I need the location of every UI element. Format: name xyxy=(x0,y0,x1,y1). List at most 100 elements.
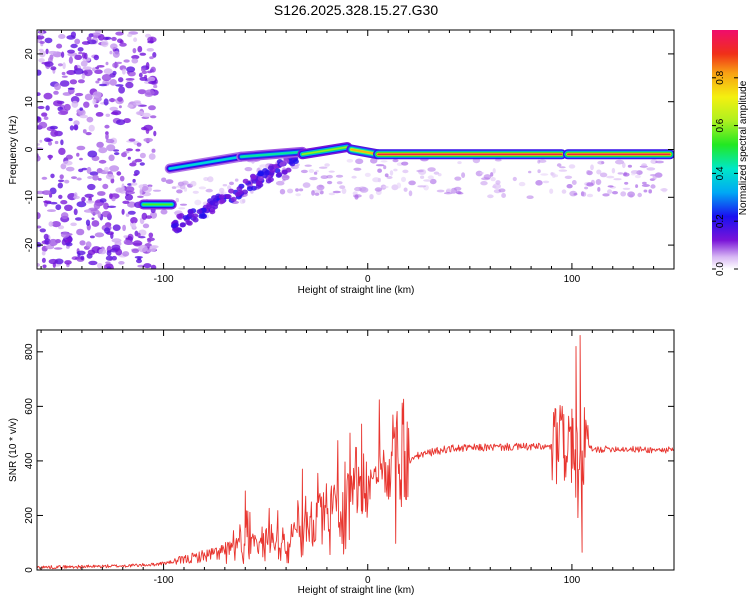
noise-blob xyxy=(118,105,122,109)
noise-blob xyxy=(141,70,148,75)
noise-blob xyxy=(298,188,304,192)
noise-blob xyxy=(112,50,120,58)
noise-blob xyxy=(586,182,594,187)
noise-blob xyxy=(150,66,156,73)
noise-blob xyxy=(336,181,343,185)
noise-blob xyxy=(652,174,657,180)
noise-blob xyxy=(121,183,125,191)
noise-blob xyxy=(115,84,124,87)
noise-blob xyxy=(564,175,573,179)
noise-blob xyxy=(229,181,234,186)
noise-blob xyxy=(86,36,92,41)
noise-blob xyxy=(92,67,96,72)
noise-blob xyxy=(126,66,136,73)
streak-blob xyxy=(225,194,232,200)
noise-blob xyxy=(341,188,347,194)
noise-blob xyxy=(150,264,157,269)
noise-blob xyxy=(65,242,73,247)
noise-blob xyxy=(354,194,359,200)
noise-blob xyxy=(56,43,63,49)
streak-blob xyxy=(292,159,299,164)
colorbar-label: Normalized spectral amplitude xyxy=(738,80,749,215)
noise-blob xyxy=(553,174,559,178)
noise-blob xyxy=(165,179,174,185)
noise-blob xyxy=(76,228,85,236)
noise-blob xyxy=(58,194,63,199)
streak-blob xyxy=(256,180,263,186)
noise-blob xyxy=(160,209,168,215)
noise-blob xyxy=(53,100,63,107)
noise-blob xyxy=(57,182,63,189)
noise-blob xyxy=(64,179,70,184)
noise-blob xyxy=(58,179,65,183)
noise-blob xyxy=(597,187,601,192)
noise-blob xyxy=(537,159,541,164)
noise-blob xyxy=(96,65,105,68)
noise-blob xyxy=(94,69,103,74)
noise-blob xyxy=(128,138,136,142)
noise-blob xyxy=(646,167,656,171)
noise-blob xyxy=(37,92,41,96)
noise-blob xyxy=(66,70,76,75)
noise-blob xyxy=(143,137,153,143)
streak-blob xyxy=(211,195,218,201)
noise-blob xyxy=(45,48,49,55)
noise-blob xyxy=(91,32,101,37)
colorbar-tick-label: 0.2 xyxy=(715,214,726,228)
noise-blob xyxy=(281,174,290,181)
noise-blob xyxy=(190,180,197,187)
streak-blob xyxy=(257,176,264,182)
noise-blob xyxy=(103,98,109,106)
noise-blob xyxy=(145,128,150,134)
noise-blob xyxy=(105,133,109,140)
noise-blob xyxy=(39,40,45,44)
noise-blob xyxy=(549,188,554,194)
streak-blob xyxy=(230,196,237,202)
noise-blob xyxy=(98,248,107,255)
streak-blob xyxy=(267,165,274,171)
noise-blob xyxy=(70,43,78,49)
noise-blob xyxy=(324,163,330,167)
noise-blob xyxy=(296,163,300,166)
noise-blob xyxy=(48,154,52,161)
x-tick-label: 0 xyxy=(365,274,371,285)
noise-blob xyxy=(118,261,125,265)
noise-blob xyxy=(63,103,71,111)
noise-blob xyxy=(492,185,497,188)
noise-blob xyxy=(79,107,83,111)
noise-blob xyxy=(37,212,41,220)
noise-blob xyxy=(38,121,48,129)
noise-blob xyxy=(590,164,594,171)
noise-blob xyxy=(401,176,406,183)
noise-blob xyxy=(642,181,647,185)
noise-blob xyxy=(622,172,630,177)
noise-blob xyxy=(147,238,152,243)
noise-blob xyxy=(37,263,40,267)
noise-blob xyxy=(60,139,64,146)
noise-blob xyxy=(121,152,127,158)
noise-blob xyxy=(103,68,113,75)
streak-blob xyxy=(207,198,214,204)
colorbar-tick-label: 0.0 xyxy=(715,262,726,276)
streak-blob xyxy=(246,186,253,192)
noise-blob xyxy=(613,178,622,181)
colorbar: 0.0 0.2 0.4 0.6 0.8 Normalized spectral ampl… xyxy=(712,30,749,276)
noise-blob xyxy=(130,217,138,224)
y-tick-label: 20 xyxy=(24,48,35,60)
streak-blob xyxy=(219,198,226,204)
streak-blob xyxy=(180,222,186,228)
noise-blob xyxy=(67,87,75,90)
noise-blob xyxy=(629,194,634,198)
noise-blob xyxy=(54,83,61,91)
noise-blob xyxy=(77,79,85,84)
noise-blob xyxy=(107,205,117,208)
noise-blob xyxy=(242,198,246,204)
noise-blob xyxy=(131,58,139,64)
noise-blob xyxy=(132,240,143,247)
noise-blob xyxy=(78,168,84,173)
noise-blob xyxy=(176,189,183,194)
noise-blob xyxy=(490,172,494,177)
noise-blob xyxy=(106,266,112,269)
noise-blob xyxy=(205,188,213,193)
